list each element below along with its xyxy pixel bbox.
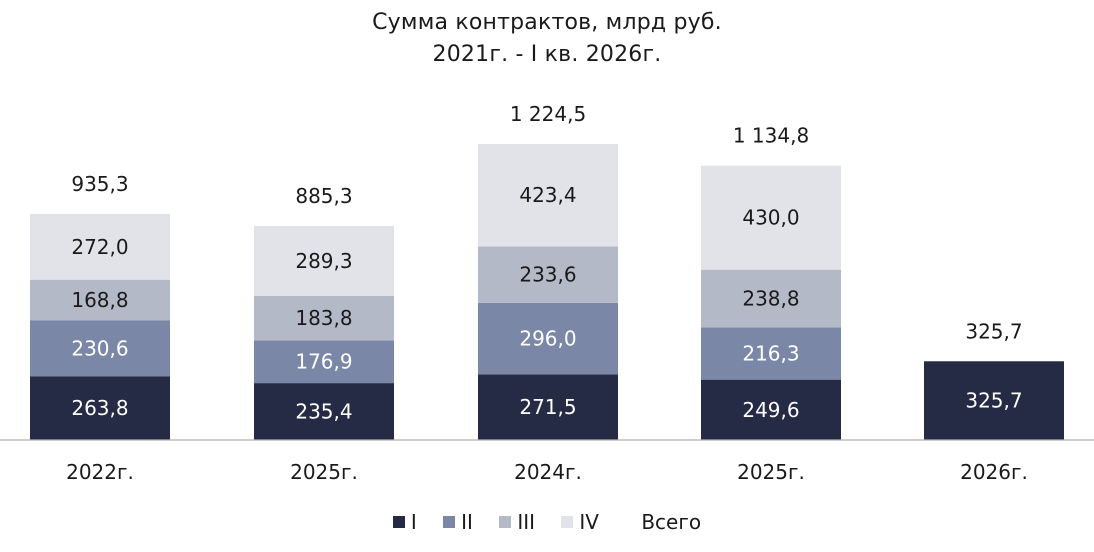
bar-segment-iii-0 xyxy=(30,279,170,321)
legend-swatch-i xyxy=(392,516,405,528)
legend: I II III IV Всего xyxy=(0,508,1094,534)
data-label-i-0: 263,8 xyxy=(71,396,128,420)
legend-swatch-ii xyxy=(443,516,456,528)
bar-segment-iii-1 xyxy=(254,295,394,341)
legend-item-ii: II xyxy=(443,510,473,534)
data-label-ii-0: 230,6 xyxy=(71,336,128,360)
data-label-iii-0: 168,8 xyxy=(71,288,128,312)
data-label-i-4: 325,7 xyxy=(965,389,1022,413)
legend-item-total: Всего xyxy=(641,510,701,534)
legend-label-ii: II xyxy=(461,509,473,534)
bar-segment-iv-0 xyxy=(30,213,170,280)
x-tick-label-4: 2026г. xyxy=(960,460,1028,484)
x-tick-label-3: 2025г. xyxy=(737,460,805,484)
data-label-ii-1: 176,9 xyxy=(295,350,352,374)
bar-segment-ii-2 xyxy=(478,302,618,375)
bar-segment-i-4 xyxy=(924,361,1064,440)
bar-segment-ii-1 xyxy=(254,340,394,384)
legend-item-iv: IV xyxy=(561,510,599,534)
chart-title: Сумма контрактов, млрд руб. xyxy=(372,10,722,35)
legend-label-iii: III xyxy=(517,509,536,534)
x-tick-label-0: 2022г. xyxy=(66,460,134,484)
data-label-i-3: 249,6 xyxy=(742,398,799,422)
bar-segment-iv-1 xyxy=(254,225,394,296)
data-label-iv-0: 272,0 xyxy=(71,235,128,259)
x-tick-label-2: 2024г. xyxy=(514,460,582,484)
data-label-i-2: 271,5 xyxy=(519,395,576,419)
bar-segment-i-0 xyxy=(30,376,170,440)
legend-label-i: I xyxy=(410,509,417,534)
total-label-4: 325,7 xyxy=(965,319,1022,343)
legend-label-total: Всего xyxy=(641,509,702,534)
x-tick-label-1: 2025г. xyxy=(290,460,358,484)
total-label-2: 1 224,5 xyxy=(510,102,586,126)
data-label-ii-3: 216,3 xyxy=(742,342,799,366)
total-label-3: 1 134,8 xyxy=(733,124,809,148)
legend-label-iv: IV xyxy=(579,509,599,534)
bar-segment-iii-3 xyxy=(701,269,841,328)
data-label-iv-1: 289,3 xyxy=(295,249,352,273)
data-label-ii-2: 296,0 xyxy=(519,327,576,351)
total-label-0: 935,3 xyxy=(71,172,128,196)
legend-swatch-iii xyxy=(499,516,512,528)
data-label-i-1: 235,4 xyxy=(295,400,352,424)
bar-segment-iv-2 xyxy=(478,144,618,247)
legend-item-i: I xyxy=(392,509,417,534)
bar-segment-i-3 xyxy=(701,379,841,440)
data-label-iii-3: 238,8 xyxy=(742,287,799,311)
legend-swatch-iv xyxy=(561,516,574,528)
bar-segment-iv-3 xyxy=(701,165,841,270)
bar-segment-i-1 xyxy=(254,383,394,440)
bar-segment-i-2 xyxy=(478,374,618,440)
data-label-iv-3: 430,0 xyxy=(742,206,799,230)
bar-segment-ii-0 xyxy=(30,320,170,377)
legend-item-iii: III xyxy=(499,510,535,534)
data-label-iii-2: 233,6 xyxy=(519,263,576,287)
data-label-iii-1: 183,8 xyxy=(295,306,352,330)
total-label-1: 885,3 xyxy=(295,184,352,208)
chart-subtitle: 2021г. - I кв. 2026г. xyxy=(432,42,662,67)
bar-segment-ii-3 xyxy=(701,327,841,380)
data-label-iv-2: 423,4 xyxy=(519,183,576,207)
bar-segment-iii-2 xyxy=(478,246,618,303)
stacked-bar-chart: 263,8 230,6 168,8 272,0 935,3 2022г. 235,4 176,… xyxy=(0,102,1094,484)
